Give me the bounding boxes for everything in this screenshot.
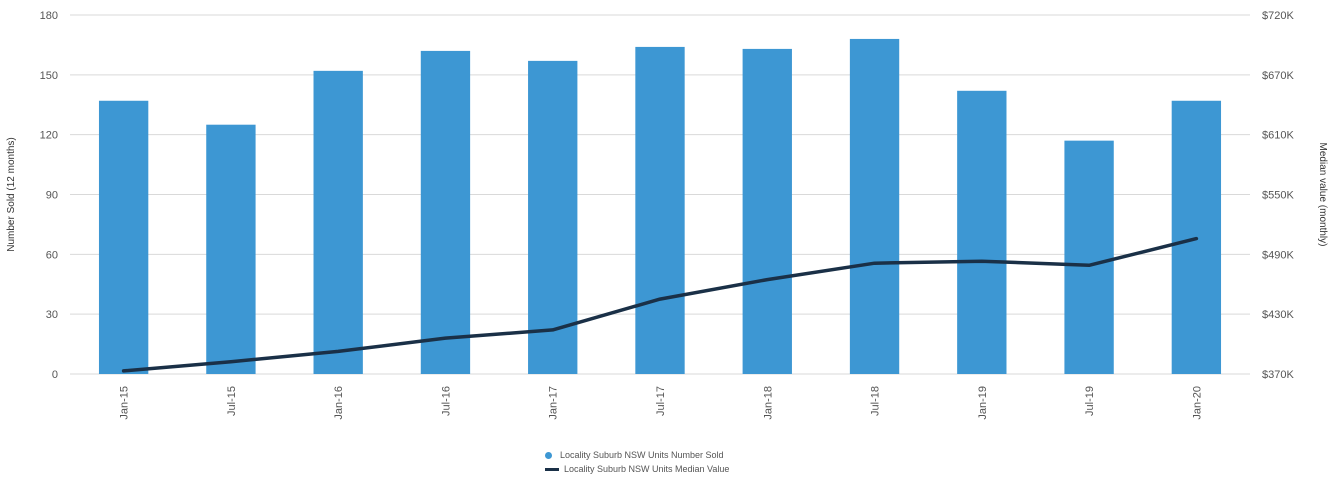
y-left-tick-label: 0 [52, 369, 58, 381]
x-tick-label: Jul-18 [870, 386, 882, 416]
bar [742, 48, 792, 375]
legend-line-label: Locality Suburb NSW Units Median Value [564, 464, 730, 474]
x-tick-label: Jan-16 [333, 386, 345, 420]
y-right-axis-title: Median value (monthly) [1317, 143, 1328, 247]
legend-bar-swatch [545, 451, 552, 459]
y-left-tick-label: 60 [46, 249, 58, 261]
legend-line-swatch [545, 467, 559, 471]
y-left-tick-label: 120 [40, 130, 58, 142]
bar [313, 70, 363, 374]
y-right-tick-label: $720K [1262, 10, 1294, 22]
x-tick-label: Jul-16 [440, 386, 452, 416]
x-tick-label: Jan-15 [119, 386, 131, 420]
x-tick-label: Jan-17 [548, 386, 560, 420]
y-right-tick-label: $670K [1262, 70, 1294, 82]
median-value-line [121, 236, 1199, 373]
y-left-axis-title: Number Sold (12 months) [6, 137, 17, 252]
y-right-tick-label: $490K [1262, 249, 1294, 261]
bar [528, 60, 578, 374]
legend-bar-label: Locality Suburb NSW Units Number Sold [560, 450, 724, 460]
bar [1064, 140, 1114, 374]
legend-item-bar[interactable]: Locality Suburb NSW Units Number Sold [545, 448, 729, 462]
y-left-tick-label: 90 [46, 190, 58, 202]
bar [849, 38, 900, 374]
bar [206, 124, 256, 374]
y-right-tick-label: $550K [1262, 190, 1294, 202]
bar [98, 100, 149, 374]
y-left-tick-label: 180 [40, 10, 58, 22]
bar [420, 50, 471, 375]
chart-legend: Locality Suburb NSW Units Number Sold Lo… [545, 448, 729, 476]
x-tick-label: Jul-19 [1084, 386, 1096, 416]
x-tick-label: Jan-20 [1191, 386, 1203, 420]
y-left-tick-label: 150 [40, 70, 58, 82]
x-tick-label: Jul-15 [226, 386, 238, 416]
legend-item-line[interactable]: Locality Suburb NSW Units Median Value [545, 462, 729, 476]
y-right-tick-label: $430K [1262, 309, 1294, 321]
x-tick-label: Jan-19 [977, 386, 989, 420]
y-left-tick-label: 30 [46, 309, 58, 321]
bar [635, 46, 685, 375]
x-tick-label: Jan-18 [762, 386, 774, 420]
y-right-tick-label: $610K [1262, 130, 1294, 142]
y-right-tick-label: $370K [1262, 369, 1294, 381]
x-tick-label: Jul-17 [655, 386, 667, 416]
bar [957, 90, 1007, 375]
